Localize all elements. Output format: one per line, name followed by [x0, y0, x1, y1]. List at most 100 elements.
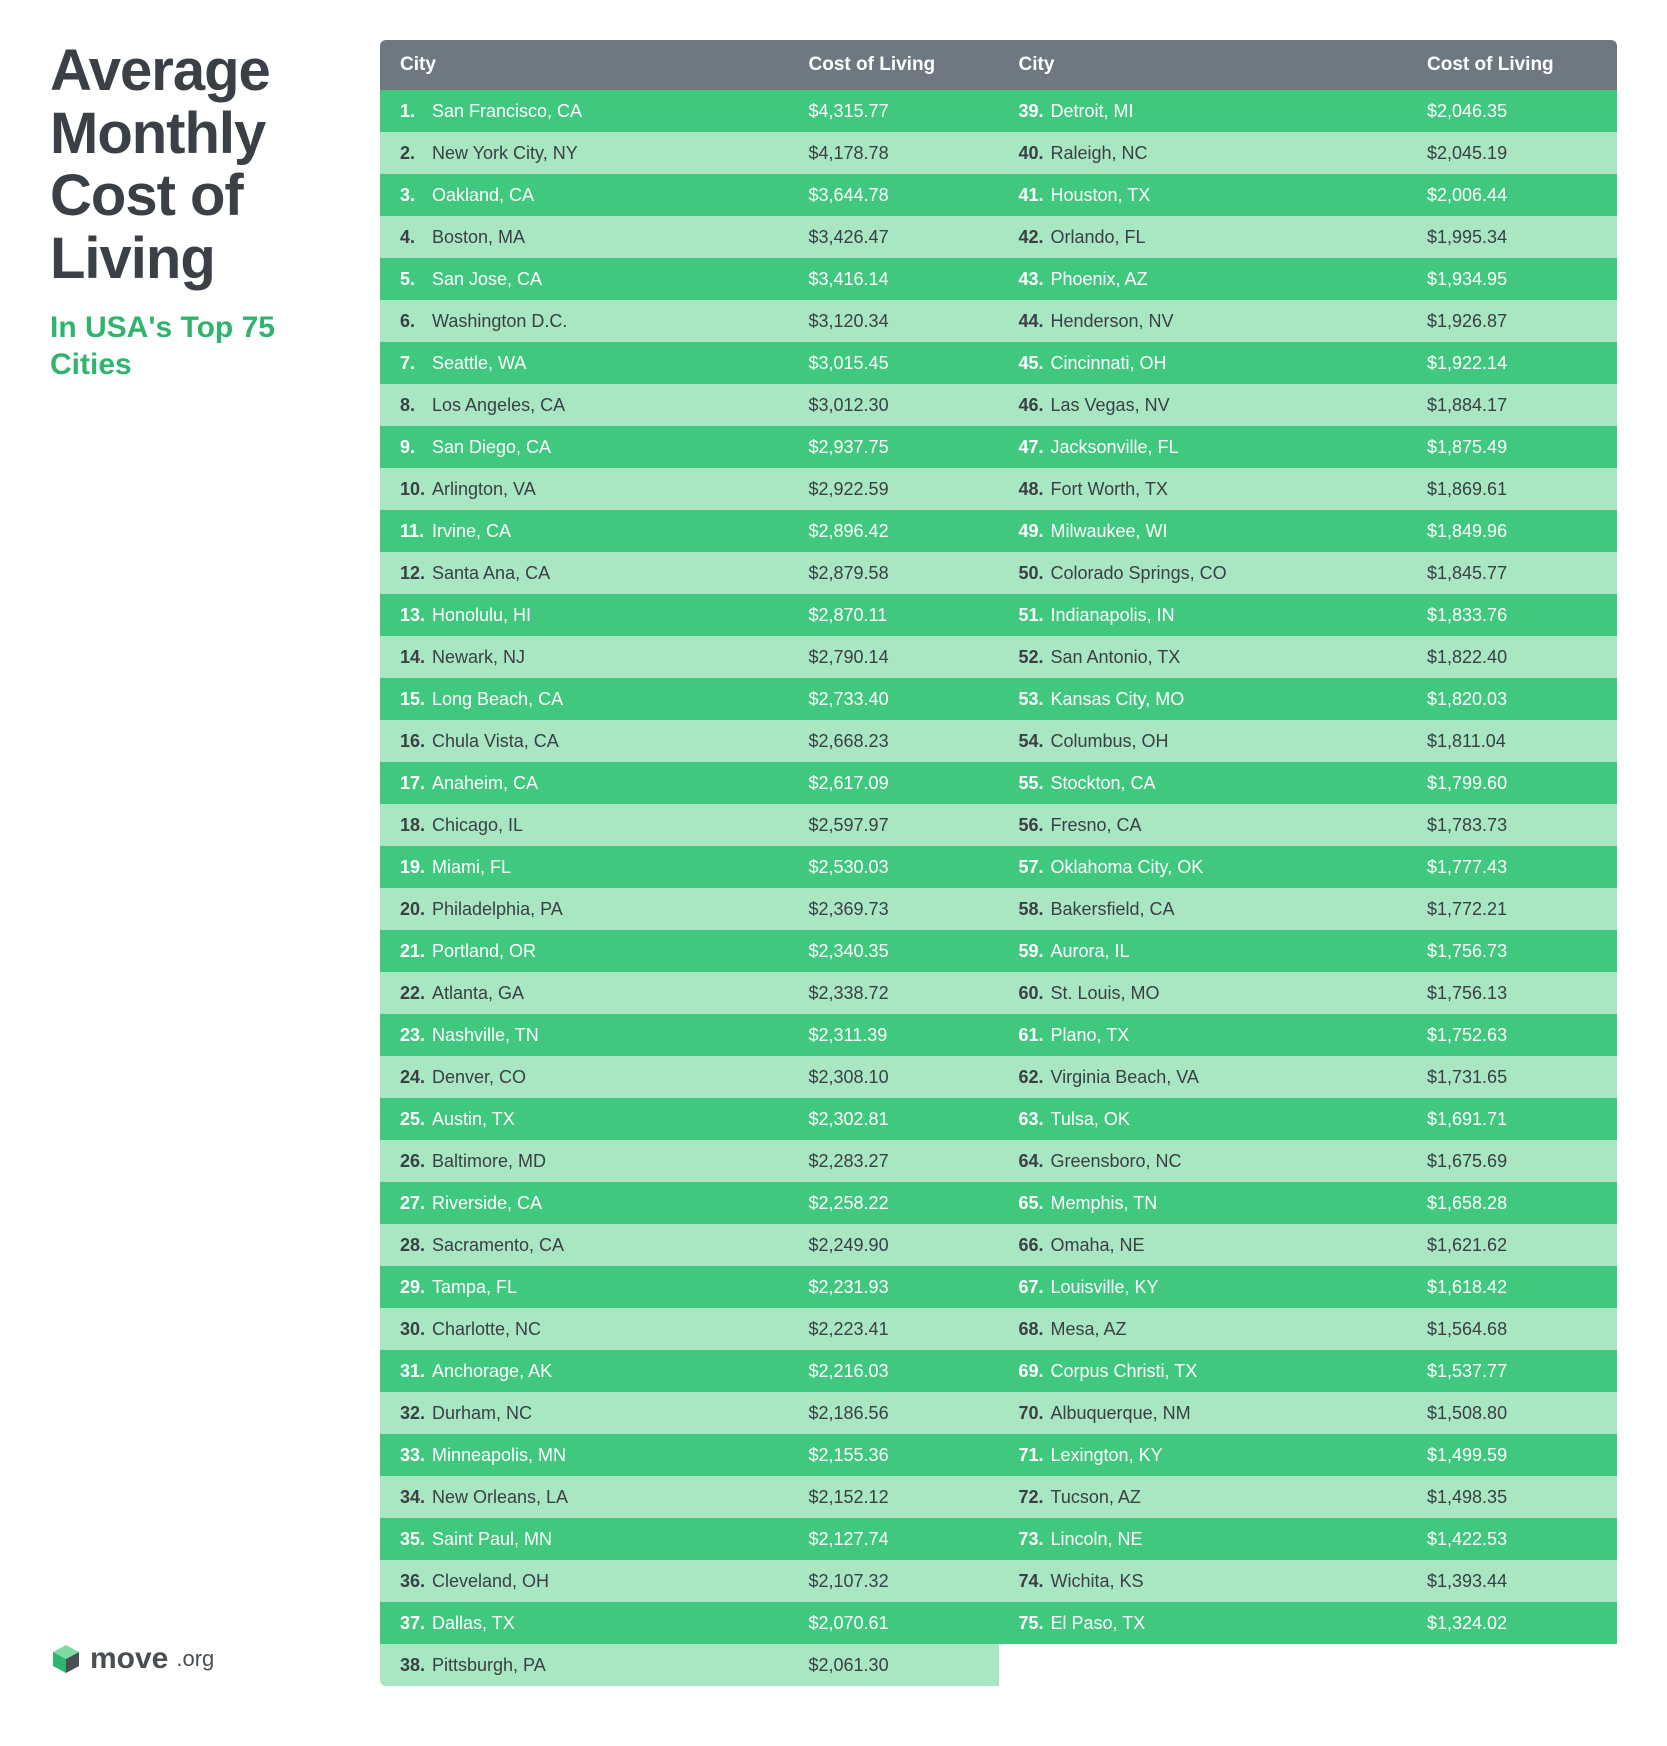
table-row: 35.Saint Paul, MN$2,127.74 [380, 1518, 999, 1560]
table-row: 64.Greensboro, NC$1,675.69 [999, 1140, 1618, 1182]
row-city: Sacramento, CA [432, 1224, 799, 1266]
table-row: 32.Durham, NC$2,186.56 [380, 1392, 999, 1434]
row-rank: 5. [380, 258, 432, 300]
row-cost: $2,308.10 [799, 1056, 999, 1098]
table-row: 48.Fort Worth, TX$1,869.61 [999, 468, 1618, 510]
row-cost: $1,537.77 [1417, 1350, 1617, 1392]
row-rank: 32. [380, 1392, 432, 1434]
row-cost: $2,283.27 [799, 1140, 999, 1182]
row-cost: $3,416.14 [799, 258, 999, 300]
row-city: Anchorage, AK [432, 1350, 799, 1392]
table-row: 41.Houston, TX$2,006.44 [999, 174, 1618, 216]
row-rank: 35. [380, 1518, 432, 1560]
table-row: 7.Seattle, WA$3,015.45 [380, 342, 999, 384]
row-cost: $3,120.34 [799, 300, 999, 342]
table-row: 25.Austin, TX$2,302.81 [380, 1098, 999, 1140]
row-city: Denver, CO [432, 1056, 799, 1098]
row-cost: $1,777.43 [1417, 846, 1617, 888]
table-row: 17.Anaheim, CA$2,617.09 [380, 762, 999, 804]
table-row: 73.Lincoln, NE$1,422.53 [999, 1518, 1618, 1560]
table-row: 63.Tulsa, OK$1,691.71 [999, 1098, 1618, 1140]
row-rank: 59. [999, 930, 1051, 972]
table-column-right: City Cost of Living 39.Detroit, MI$2,046… [999, 40, 1618, 1686]
row-city: San Diego, CA [432, 426, 799, 468]
table-row: 21.Portland, OR$2,340.35 [380, 930, 999, 972]
row-rank: 75. [999, 1602, 1051, 1644]
row-city: Milwaukee, WI [1051, 510, 1418, 552]
row-city: Columbus, OH [1051, 720, 1418, 762]
row-cost: $2,061.30 [799, 1644, 999, 1686]
row-rank: 23. [380, 1014, 432, 1056]
row-rank: 39. [999, 90, 1051, 132]
row-city: Greensboro, NC [1051, 1140, 1418, 1182]
row-city: Baltimore, MD [432, 1140, 799, 1182]
row-cost: $2,223.41 [799, 1308, 999, 1350]
row-cost: $1,772.21 [1417, 888, 1617, 930]
row-cost: $2,046.35 [1417, 90, 1617, 132]
row-rank: 4. [380, 216, 432, 258]
row-city: Santa Ana, CA [432, 552, 799, 594]
row-cost: $2,107.32 [799, 1560, 999, 1602]
row-rank: 45. [999, 342, 1051, 384]
table-header-row: City Cost of Living [380, 40, 999, 90]
table-row: 75.El Paso, TX$1,324.02 [999, 1602, 1618, 1644]
row-cost: $2,870.11 [799, 594, 999, 636]
row-city: Wichita, KS [1051, 1560, 1418, 1602]
row-cost: $1,875.49 [1417, 426, 1617, 468]
sidebar: Average Monthly Cost of Living In USA's … [50, 40, 350, 1686]
row-rank: 46. [999, 384, 1051, 426]
row-city: Louisville, KY [1051, 1266, 1418, 1308]
row-city: Boston, MA [432, 216, 799, 258]
row-cost: $1,675.69 [1417, 1140, 1617, 1182]
page-subtitle: In USA's Top 75 Cities [50, 309, 350, 384]
row-rank: 73. [999, 1518, 1051, 1560]
row-city: Anaheim, CA [432, 762, 799, 804]
row-rank: 29. [380, 1266, 432, 1308]
row-city: Fresno, CA [1051, 804, 1418, 846]
row-cost: $1,324.02 [1417, 1602, 1617, 1644]
row-rank: 19. [380, 846, 432, 888]
row-cost: $1,811.04 [1417, 720, 1617, 762]
row-city: Saint Paul, MN [432, 1518, 799, 1560]
row-rank: 15. [380, 678, 432, 720]
row-city: Cleveland, OH [432, 1560, 799, 1602]
table-row: 4.Boston, MA$3,426.47 [380, 216, 999, 258]
row-city: Pittsburgh, PA [432, 1644, 799, 1686]
row-city: Albuquerque, NM [1051, 1392, 1418, 1434]
row-cost: $2,530.03 [799, 846, 999, 888]
row-rank: 12. [380, 552, 432, 594]
row-rank: 72. [999, 1476, 1051, 1518]
row-rank: 26. [380, 1140, 432, 1182]
row-cost: $1,783.73 [1417, 804, 1617, 846]
row-city: Los Angeles, CA [432, 384, 799, 426]
header-cost: Cost of Living [1417, 40, 1617, 90]
row-rank: 22. [380, 972, 432, 1014]
row-rank: 53. [999, 678, 1051, 720]
table-row: 33.Minneapolis, MN$2,155.36 [380, 1434, 999, 1476]
row-city: New York City, NY [432, 132, 799, 174]
row-city: Raleigh, NC [1051, 132, 1418, 174]
table-row: 39.Detroit, MI$2,046.35 [999, 90, 1618, 132]
row-city: Honolulu, HI [432, 594, 799, 636]
table-row: 10.Arlington, VA$2,922.59 [380, 468, 999, 510]
row-city: Durham, NC [432, 1392, 799, 1434]
row-rank: 28. [380, 1224, 432, 1266]
table-row: 44.Henderson, NV$1,926.87 [999, 300, 1618, 342]
table-row: 12.Santa Ana, CA$2,879.58 [380, 552, 999, 594]
row-cost: $1,498.35 [1417, 1476, 1617, 1518]
table-row: 59.Aurora, IL$1,756.73 [999, 930, 1618, 972]
row-city: Kansas City, MO [1051, 678, 1418, 720]
row-city: Virginia Beach, VA [1051, 1056, 1418, 1098]
table-row: 56.Fresno, CA$1,783.73 [999, 804, 1618, 846]
row-cost: $2,216.03 [799, 1350, 999, 1392]
row-cost: $1,884.17 [1417, 384, 1617, 426]
row-city: Austin, TX [432, 1098, 799, 1140]
row-rank: 55. [999, 762, 1051, 804]
row-rank: 44. [999, 300, 1051, 342]
table-row: 46.Las Vegas, NV$1,884.17 [999, 384, 1618, 426]
row-city: Seattle, WA [432, 342, 799, 384]
row-rank: 38. [380, 1644, 432, 1686]
row-city: Arlington, VA [432, 468, 799, 510]
cube-icon [50, 1643, 82, 1675]
row-rank: 30. [380, 1308, 432, 1350]
